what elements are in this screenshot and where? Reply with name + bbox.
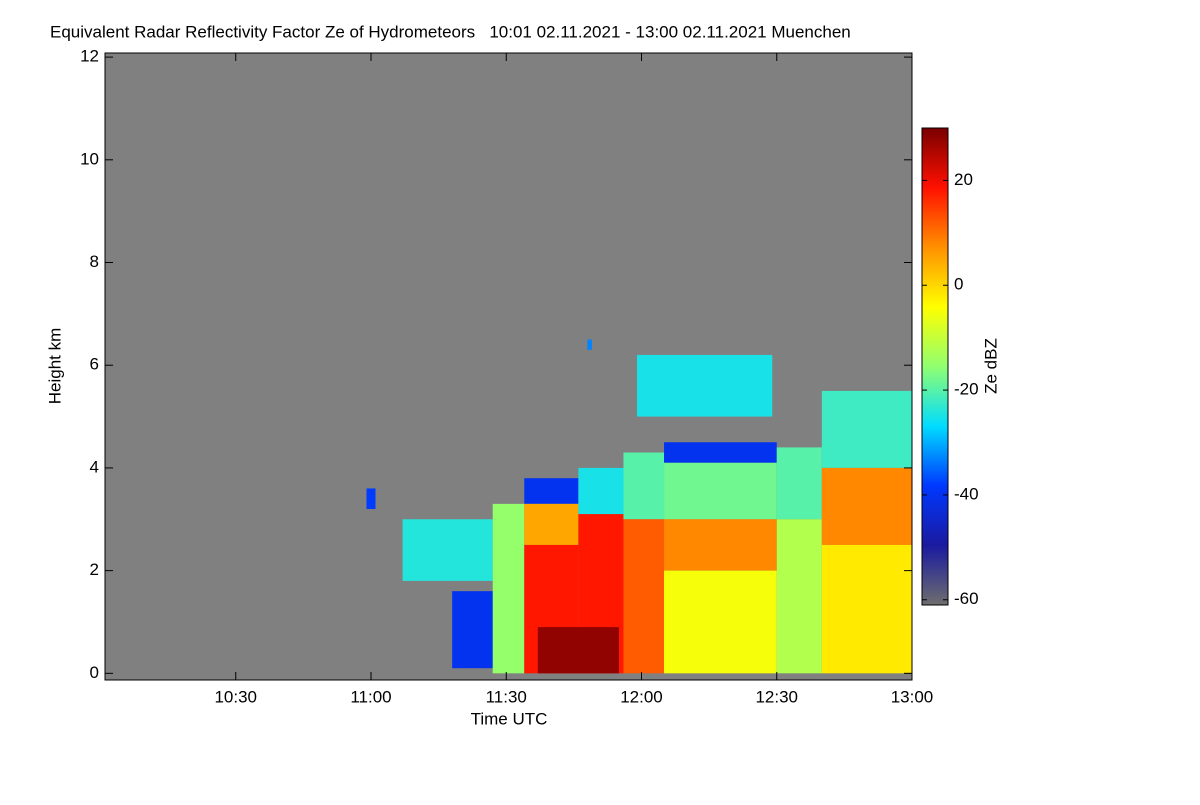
echo-region: [537, 627, 619, 674]
colorbar-tick-label: -60: [954, 589, 979, 608]
echo-region: [524, 503, 579, 545]
colorbar-tick-label: -40: [954, 484, 979, 503]
y-tick-label: 10: [80, 149, 99, 168]
colorbar-tick-label: 0: [954, 275, 963, 294]
x-tick-label: 11:30: [486, 687, 527, 706]
x-tick-label: 12:00: [620, 687, 663, 706]
colorbar-tick-label: -20: [954, 380, 979, 399]
y-tick-label: 2: [90, 560, 99, 579]
echo-region: [664, 519, 777, 571]
x-tick-label: 13:00: [891, 687, 934, 706]
echo-region: [623, 519, 665, 674]
echo-region: [821, 467, 912, 545]
echo-region: [524, 478, 579, 504]
x-tick-label: 10:30: [214, 687, 257, 706]
echo-region: [578, 467, 624, 515]
plot-frame: [104, 52, 913, 681]
echo-region: [587, 339, 592, 350]
echo-region: [623, 452, 665, 520]
echo-region: [821, 544, 912, 674]
x-axis-label: Time UTC: [471, 709, 548, 728]
y-tick-label: 8: [90, 252, 99, 271]
echo-region: [402, 519, 493, 581]
echo-region: [664, 462, 777, 520]
colorbar-tick-label: 20: [954, 170, 973, 189]
y-tick-label: 0: [90, 663, 99, 682]
x-tick-label: 11:00: [350, 687, 391, 706]
echo-region: [776, 447, 822, 520]
colorbar-label: Ze dBZ: [981, 338, 1000, 394]
echo-region: [664, 442, 777, 463]
echo-region: [492, 503, 525, 674]
y-axis-label: Height km: [45, 328, 64, 405]
y-tick-label: 12: [80, 47, 99, 66]
y-tick-label: 4: [90, 457, 99, 476]
x-tick-label: 12:30: [755, 687, 798, 706]
chart-title: Equivalent Radar Reflectivity Factor Ze …: [50, 22, 851, 41]
colorbar: [921, 127, 949, 606]
echo-region: [664, 570, 777, 674]
y-tick-label: 6: [90, 355, 99, 374]
echo-region: [776, 519, 822, 674]
echo-region: [366, 488, 376, 509]
echo-region: [821, 390, 912, 468]
echo-region: [636, 354, 773, 417]
